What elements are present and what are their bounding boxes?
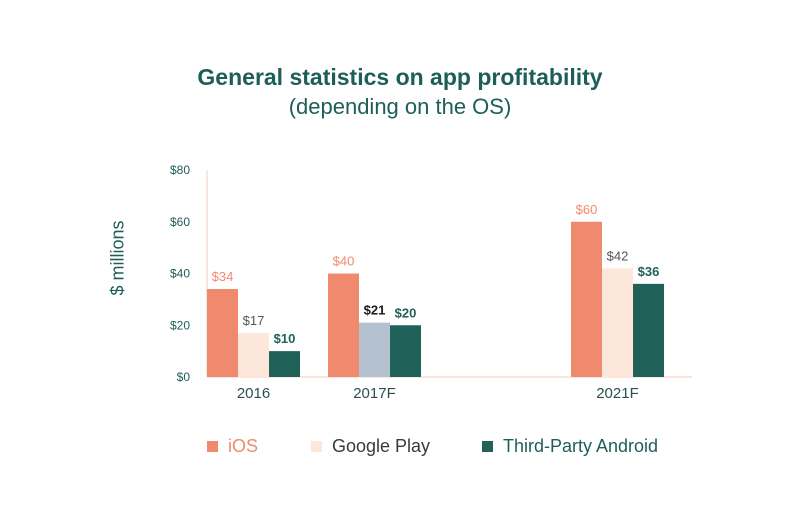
legend-swatch-google-play: [311, 441, 322, 452]
legend: iOS Google Play Third-Party Android: [0, 436, 800, 460]
data-label-ios: $60: [576, 202, 598, 217]
x-tick-label: 2016: [237, 385, 270, 402]
x-tick-label: 2017F: [353, 385, 396, 402]
legend-label-ios: iOS: [228, 436, 259, 456]
x-tick-label: 2021F: [596, 385, 639, 402]
data-label-google-play: $17: [243, 313, 265, 328]
chart-subtitle: (depending on the OS): [288, 94, 512, 119]
legend-item-google-play: Google Play: [311, 436, 430, 457]
y-tick-label: $60: [170, 215, 190, 229]
legend-label-third-party-android: Third-Party Android: [503, 436, 659, 456]
data-label-third-party-android: $20: [395, 305, 417, 320]
bar-ios: [207, 289, 238, 377]
bar-google-play: [359, 322, 390, 377]
bar-third-party-android: [633, 283, 664, 377]
y-tick-label: $40: [170, 267, 190, 281]
legend-swatch-third-party-android: [482, 441, 493, 452]
data-label-ios: $34: [212, 269, 234, 284]
data-label-third-party-android: $36: [638, 264, 660, 279]
y-tick-label: $20: [170, 318, 190, 332]
data-label-google-play: $21: [364, 303, 386, 318]
legend-item-third-party-android: Third-Party Android: [482, 436, 658, 457]
chart-title: General statistics on app profitability: [197, 64, 603, 90]
legend-label-google-play: Google Play: [332, 436, 431, 456]
bar-google-play: [602, 268, 633, 377]
legend-swatch-ios: [207, 441, 218, 452]
bar-third-party-android: [269, 351, 300, 377]
bar-ios: [328, 273, 359, 377]
data-label-google-play: $42: [607, 248, 629, 263]
data-label-third-party-android: $10: [274, 331, 296, 346]
bar-ios: [571, 221, 602, 377]
bar-third-party-android: [390, 325, 421, 377]
y-tick-label: $0: [177, 370, 191, 384]
legend-item-ios: iOS: [207, 436, 258, 457]
y-tick-label: $80: [170, 163, 190, 177]
data-label-ios: $40: [333, 254, 355, 269]
bar-google-play: [238, 333, 269, 377]
